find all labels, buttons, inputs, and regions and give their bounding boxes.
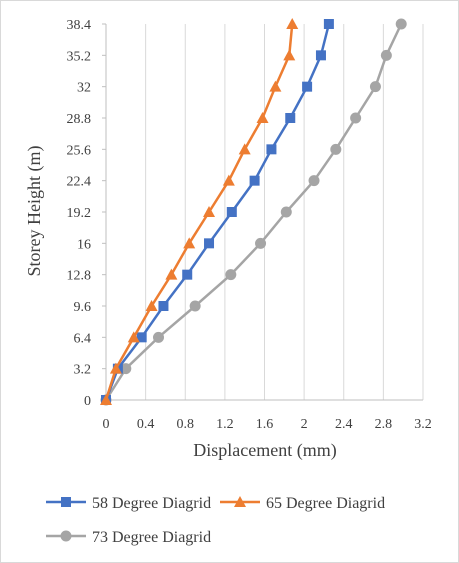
legend-marker xyxy=(61,497,71,507)
legend-marker xyxy=(234,496,246,507)
data-point xyxy=(127,331,140,343)
data-point xyxy=(249,175,260,186)
data-point xyxy=(369,81,381,93)
legend-item: 65 Degree Diagrid xyxy=(220,495,385,512)
data-point xyxy=(145,300,158,311)
data-point xyxy=(109,362,122,374)
data-point xyxy=(286,18,299,29)
data-point xyxy=(153,331,165,343)
x-tick-label: 0.4 xyxy=(137,417,155,432)
data-point xyxy=(395,18,407,30)
series-square xyxy=(101,19,334,405)
data-point xyxy=(204,238,215,249)
legend-item: 73 Degree Diagrid xyxy=(46,529,211,546)
data-point xyxy=(183,237,196,249)
x-tick-label: 2.4 xyxy=(335,417,353,432)
x-axis-title: Displacement (mm) xyxy=(193,440,336,461)
y-tick-label: 6.4 xyxy=(74,331,92,346)
data-point xyxy=(226,207,237,217)
data-point xyxy=(225,269,237,281)
series-triangle xyxy=(100,18,299,405)
data-point xyxy=(256,112,269,123)
data-point xyxy=(120,363,132,375)
data-point xyxy=(350,112,362,124)
legend-label: 58 Degree Diagrid xyxy=(92,495,211,512)
y-tick-label: 38.4 xyxy=(67,18,92,33)
y-tick-label: 16 xyxy=(77,237,91,252)
x-tick-label: 1.2 xyxy=(216,417,234,432)
data-point xyxy=(158,301,169,311)
data-point xyxy=(323,19,334,29)
data-point xyxy=(269,80,282,92)
data-point xyxy=(238,143,251,155)
data-point xyxy=(330,143,342,155)
series xyxy=(100,18,407,406)
data-point xyxy=(136,332,147,343)
series-line xyxy=(104,23,403,401)
tick-labels: 0 0.4 0.8 1.2 1.6 2 2.4 2.8 3.203.26.49.612.8161… xyxy=(67,18,432,432)
x-tick-label: 1.6 xyxy=(256,417,274,432)
data-point xyxy=(222,174,235,186)
data-point xyxy=(308,175,320,187)
legend-label: 65 Degree Diagrid xyxy=(266,495,385,512)
series-circle xyxy=(100,18,407,406)
data-point xyxy=(285,113,296,123)
legend-marker xyxy=(60,530,72,542)
y-tick-label: 3.2 xyxy=(74,363,92,378)
y-tick-label: 9.6 xyxy=(74,300,92,315)
y-tick-label: 19.2 xyxy=(67,206,92,221)
y-tick-label: 12.8 xyxy=(67,269,92,284)
y-tick-label: 32 xyxy=(77,81,91,96)
data-point xyxy=(283,49,296,61)
x-tick-label: 3.2 xyxy=(414,417,432,432)
y-tick-label: 25.6 xyxy=(67,143,92,158)
y-tick-label: 35.2 xyxy=(67,49,92,64)
data-point xyxy=(266,144,277,155)
x-tick-label: 0 xyxy=(103,417,110,432)
x-tick-label: 2 xyxy=(301,417,308,432)
data-point xyxy=(100,394,112,405)
data-point xyxy=(189,300,201,312)
data-point xyxy=(182,269,193,280)
data-point xyxy=(203,206,216,217)
data-point xyxy=(315,50,326,61)
data-point xyxy=(165,268,178,280)
legend: 58 Degree Diagrid 65 Degree Diagrid 73 Deg… xyxy=(46,495,385,546)
axes xyxy=(102,23,423,401)
data-point xyxy=(380,49,392,61)
data-point xyxy=(302,81,313,92)
y-tick-label: 22.4 xyxy=(67,175,92,190)
data-point xyxy=(255,237,267,249)
legend-item: 58 Degree Diagrid xyxy=(46,495,211,512)
y-axis-title: Storey Height (m) xyxy=(24,146,45,277)
legend-label: 73 Degree Diagrid xyxy=(92,529,211,546)
x-tick-label: 0.8 xyxy=(177,417,195,432)
y-tick-label: 28.8 xyxy=(67,112,92,127)
data-point xyxy=(280,206,292,218)
series-line xyxy=(104,23,331,401)
y-tick-label: 0 xyxy=(84,394,91,409)
x-tick-label: 2.8 xyxy=(375,417,393,432)
